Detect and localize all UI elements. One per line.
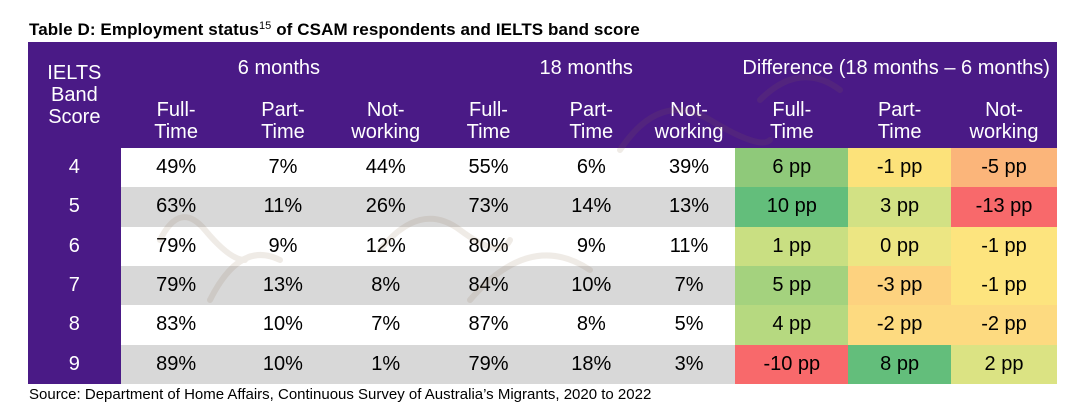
difference-cell: 1 pp	[735, 226, 849, 266]
table-row: 7 79% 13% 8% 84% 10% 7% 5 pp -3 pp -1 pp	[28, 265, 1057, 306]
difference-cell: 8 pp	[848, 344, 952, 384]
difference-cell: -2 pp	[951, 305, 1057, 345]
group-header-6-months: 6 months	[237, 57, 321, 79]
column-subheader: Full- Time	[154, 99, 198, 143]
difference-cell: 0 pp	[848, 226, 952, 266]
table-row: 6 79% 9% 12% 80% 9% 11% 1 pp 0 pp -1 pp	[28, 226, 1057, 266]
source-note: Source: Department of Home Affairs, Cont…	[29, 386, 652, 403]
percentage-cell: 8%	[539, 305, 643, 345]
percentage-cell: 6%	[539, 148, 643, 188]
percentage-cell: 49%	[120, 148, 232, 188]
percentage-cell: 3%	[642, 344, 736, 384]
percentage-cell: 11%	[231, 187, 335, 227]
footnote-marker: 15	[258, 20, 272, 32]
percentage-cell: 11%	[642, 226, 736, 266]
percentage-cell: 73%	[437, 187, 540, 227]
band-score-cell: 4	[68, 156, 80, 179]
difference-cell: 5 pp	[735, 265, 849, 306]
difference-cell: -13 pp	[951, 187, 1057, 227]
percentage-cell: 80%	[437, 226, 540, 266]
difference-cell: -1 pp	[951, 265, 1057, 306]
difference-cell: -1 pp	[951, 226, 1057, 266]
table-row: 9 89% 10% 1% 79% 18% 3% -10 pp 8 pp 2 pp	[28, 344, 1057, 384]
score-column-header: IELTS Band Score	[47, 62, 102, 128]
percentage-cell: 55%	[437, 148, 540, 188]
percentage-cell: 44%	[334, 148, 438, 188]
column-subheader: Part- Time	[569, 99, 614, 143]
percentage-cell: 87%	[437, 305, 540, 345]
column-subheader: Part- Time	[261, 99, 305, 143]
percentage-cell: 13%	[231, 265, 335, 306]
percentage-cell: 14%	[539, 187, 643, 227]
percentage-cell: 10%	[231, 305, 335, 345]
difference-cell: 4 pp	[735, 305, 849, 345]
percentage-cell: 18%	[539, 344, 643, 384]
percentage-cell: 39%	[642, 148, 736, 188]
difference-cell: -1 pp	[848, 148, 952, 188]
band-score-cell: 7	[68, 274, 80, 297]
column-subheader: Not-working	[654, 99, 724, 143]
percentage-cell: 13%	[642, 187, 736, 227]
difference-cell: -3 pp	[848, 265, 952, 306]
group-header-difference: Difference (18 months – 6 months)	[742, 57, 1050, 79]
column-subheader: Not-working	[351, 99, 421, 143]
band-score-cell: 8	[68, 313, 80, 336]
percentage-cell: 63%	[120, 187, 232, 227]
percentage-cell: 5%	[642, 305, 736, 345]
table-row: 5 63% 11% 26% 73% 14% 13% 10 pp 3 pp -13 pp	[28, 187, 1057, 227]
percentage-cell: 7%	[642, 265, 736, 306]
percentage-cell: 83%	[120, 305, 232, 345]
difference-cell: 6 pp	[735, 148, 849, 188]
table-row: 4 49% 7% 44% 55% 6% 39% 6 pp -1 pp -5 pp	[28, 148, 1057, 188]
difference-cell: -2 pp	[848, 305, 952, 345]
difference-cell: 3 pp	[848, 187, 952, 227]
percentage-cell: 79%	[120, 226, 232, 266]
column-subheader: Not-working	[969, 99, 1039, 143]
percentage-cell: 8%	[334, 265, 438, 306]
percentage-cell: 79%	[437, 344, 540, 384]
band-score-cell: 6	[68, 234, 80, 257]
column-subheader: Full- Time	[466, 99, 511, 143]
percentage-cell: 9%	[231, 226, 335, 266]
difference-cell: -10 pp	[735, 344, 849, 384]
percentage-cell: 7%	[231, 148, 335, 188]
percentage-cell: 89%	[120, 344, 232, 384]
band-score-cell: 5	[68, 195, 80, 218]
column-subheader: Part- Time	[877, 99, 922, 143]
table-row: 8 83% 10% 7% 87% 8% 5% 4 pp -2 pp -2 pp	[28, 305, 1057, 345]
percentage-cell: 9%	[539, 226, 643, 266]
percentage-cell: 1%	[334, 344, 438, 384]
difference-cell: 2 pp	[951, 344, 1057, 384]
difference-cell: 10 pp	[735, 187, 849, 227]
table-container: IELTS Band Score 6 months 18 months Diff…	[28, 42, 1057, 384]
group-header-18-months: 18 months	[539, 57, 633, 79]
percentage-cell: 10%	[231, 344, 335, 384]
difference-cell: -5 pp	[951, 148, 1057, 188]
percentage-cell: 12%	[334, 226, 438, 266]
percentage-cell: 79%	[120, 265, 232, 306]
column-subheader: Full- Time	[769, 99, 814, 143]
table-title: Table D: Employment status15 of CSAM res…	[29, 20, 640, 39]
employment-table: IELTS Band Score 6 months 18 months Diff…	[28, 42, 1057, 384]
band-score-cell: 9	[68, 352, 80, 375]
percentage-cell: 84%	[437, 265, 540, 306]
percentage-cell: 7%	[334, 305, 438, 345]
percentage-cell: 10%	[539, 265, 643, 306]
percentage-cell: 26%	[334, 187, 438, 227]
